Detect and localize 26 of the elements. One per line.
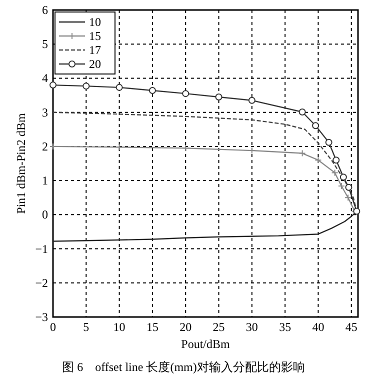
x-axis-title: Pout/dBm	[181, 337, 230, 351]
x-tick-label: 35	[279, 320, 292, 334]
y-tick-label: −2	[35, 276, 48, 290]
legend-label: 15	[89, 29, 101, 43]
y-tick-label: 5	[42, 37, 48, 52]
legend-label: 17	[89, 43, 101, 57]
y-axis-title: Pin1 dBm-Pin2 dBm	[14, 112, 28, 214]
x-tick-label: 10	[113, 320, 126, 334]
x-tick-label: 45	[345, 320, 358, 334]
x-tick-label: 25	[212, 320, 225, 334]
caption: 图 6 offset line 长度(mm)对输入分配比的影响	[62, 360, 305, 374]
y-tick-label: 3	[42, 105, 48, 120]
x-tick-label: 20	[180, 320, 192, 334]
x-tick-label: 40	[312, 320, 324, 334]
y-tick-label: 2	[42, 139, 48, 154]
y-tick-label: 0	[42, 208, 48, 222]
x-tick-label: 15	[146, 320, 158, 334]
y-tick-label: −3	[35, 310, 48, 324]
y-tick-label: 4	[42, 71, 48, 86]
legend-label: 10	[89, 15, 101, 29]
y-tick-label: −1	[35, 242, 48, 256]
y-tick-label: 1	[42, 174, 48, 188]
x-tick-label: 5	[83, 320, 90, 334]
y-tick-label: 6	[42, 3, 48, 17]
x-tick-label: 30	[246, 320, 258, 334]
legend-label: 20	[89, 57, 101, 71]
